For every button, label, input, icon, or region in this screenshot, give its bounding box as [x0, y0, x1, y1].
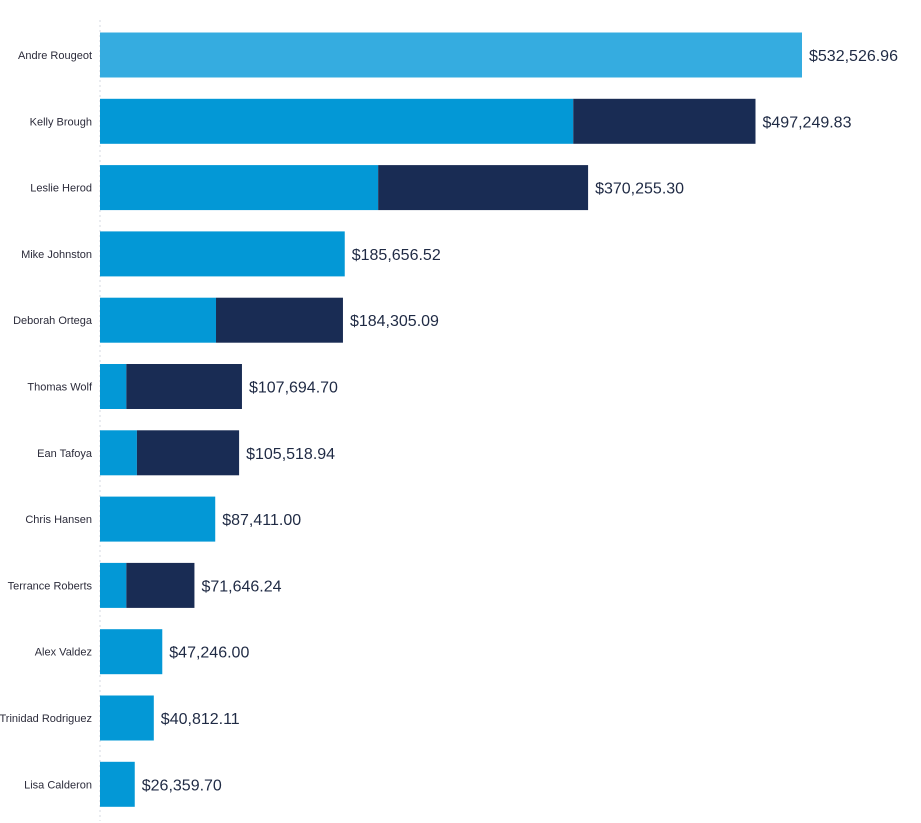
bar-chris-hansen-segment-1	[100, 496, 216, 542]
bar-kelly-brough-segment-2	[573, 98, 756, 144]
category-label-mike-johnston: Mike Johnston	[21, 249, 92, 261]
value-label-andre-rougeot: $532,526.96	[809, 48, 898, 65]
bar-kelly-brough-segment-1	[100, 98, 574, 144]
category-label-lisa-calderon: Lisa Calderon	[24, 779, 92, 791]
bar-deborah-ortega-segment-2	[216, 297, 343, 343]
value-label-ean-tafoya: $105,518.94	[246, 446, 335, 463]
value-label-thomas-wolf: $107,694.70	[249, 380, 338, 397]
category-label-alex-valdez: Alex Valdez	[35, 647, 92, 659]
bar-terrance-roberts-segment-1	[100, 562, 127, 608]
value-label-deborah-ortega: $184,305.09	[350, 313, 439, 330]
category-label-thomas-wolf: Thomas Wolf	[27, 382, 93, 394]
bar-group	[100, 32, 802, 807]
category-label-group: Andre Rougeot Kelly Brough Leslie Herod Mik…	[0, 50, 93, 791]
bar-thomas-wolf-segment-1	[100, 364, 127, 409]
bar-alex-valdez-segment-1	[100, 629, 163, 675]
bar-leslie-herod-segment-1	[100, 165, 379, 211]
bar-terrance-roberts-segment-2	[126, 562, 195, 608]
bar-deborah-ortega-segment-1	[100, 297, 217, 343]
value-label-mike-johnston: $185,656.52	[352, 247, 441, 264]
bar-ean-tafoya-segment-2	[136, 430, 240, 476]
value-label-trinidad-rodriguez: $40,812.11	[161, 711, 240, 728]
value-label-kelly-brough: $497,249.83	[763, 114, 852, 131]
bar-thomas-wolf-segment-2	[126, 364, 242, 409]
category-label-leslie-herod: Leslie Herod	[30, 183, 92, 195]
bar-leslie-herod-segment-2	[378, 165, 589, 211]
bar-mike-johnston-segment-1	[100, 231, 345, 277]
category-label-chris-hansen: Chris Hansen	[25, 514, 92, 526]
value-label-terrance-roberts: $71,646.24	[201, 578, 281, 595]
value-label-lisa-calderon: $26,359.70	[142, 777, 222, 794]
category-label-terrance-roberts: Terrance Roberts	[8, 580, 93, 592]
value-label-chris-hansen: $87,411.00	[222, 512, 301, 529]
category-label-deborah-ortega: Deborah Ortega	[13, 315, 93, 327]
value-label-group: $532,526.96 $497,249.83 $370,255.30 $185,65…	[142, 48, 898, 794]
category-label-ean-tafoya: Ean Tafoya	[37, 448, 93, 460]
category-label-trinidad-rodriguez: Trinidad Rodriguez	[0, 713, 92, 725]
bar-andre-rougeot-segment-1	[100, 32, 802, 78]
bar-ean-tafoya-segment-1	[100, 430, 137, 476]
bar-trinidad-rodriguez-segment-1	[100, 695, 154, 741]
bar-lisa-calderon-segment-1	[100, 761, 135, 807]
value-label-leslie-herod: $370,255.30	[595, 181, 684, 198]
value-label-alex-valdez: $47,246.00	[169, 645, 249, 662]
category-label-andre-rougeot: Andre Rougeot	[18, 50, 92, 62]
category-label-kelly-brough: Kelly Brough	[30, 116, 92, 128]
